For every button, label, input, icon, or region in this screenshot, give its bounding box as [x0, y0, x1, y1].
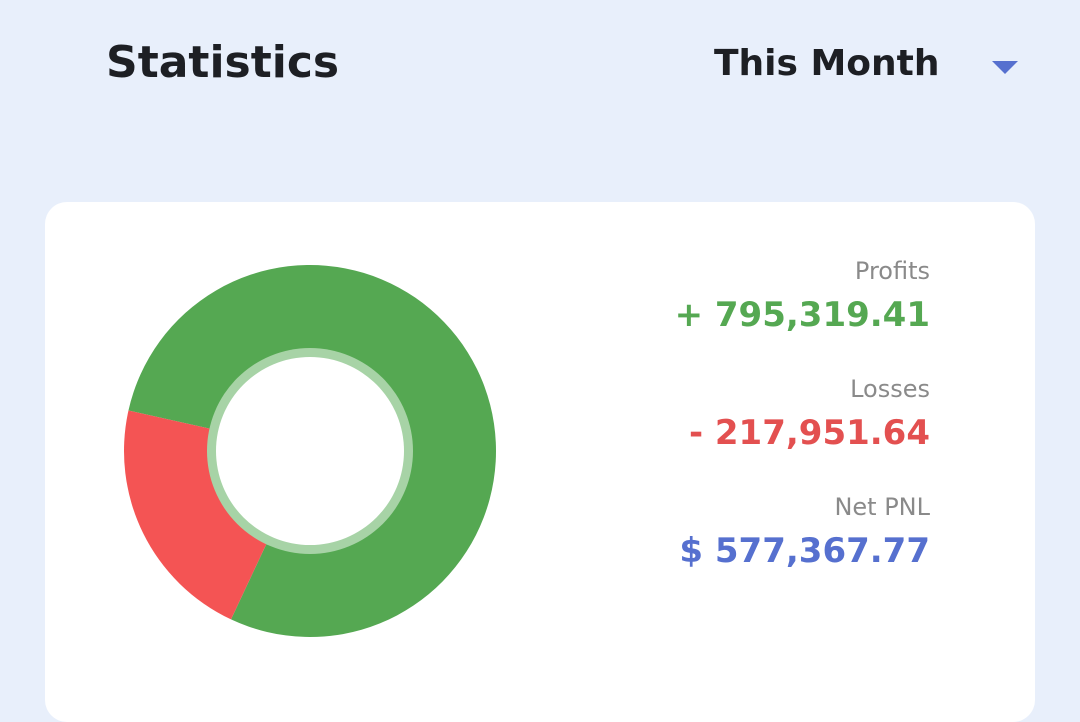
page-title: Statistics [106, 37, 340, 88]
stats-summary: Profits + 795,319.41 Losses - 217,951.64… [675, 254, 930, 608]
net-pnl-value: $ 577,367.77 [679, 531, 930, 571]
profits-stat: Profits + 795,319.41 [675, 254, 930, 342]
net-pnl-label: Net PNL [834, 493, 930, 521]
period-selected-label: This Month [714, 42, 940, 84]
pnl-donut-chart [124, 265, 496, 637]
losses-value: - 217,951.64 [688, 413, 930, 453]
losses-stat: Losses - 217,951.64 [675, 372, 930, 460]
net-pnl-stat: Net PNL $ 577,367.77 [675, 490, 930, 578]
statistics-card: Profits + 795,319.41 Losses - 217,951.64… [45, 202, 1035, 722]
caret-down-icon[interactable] [992, 61, 1018, 74]
period-dropdown[interactable]: This Month [700, 34, 1040, 92]
profits-label: Profits [854, 257, 930, 285]
losses-label: Losses [850, 375, 930, 403]
profits-value: + 795,319.41 [674, 295, 930, 335]
donut-hole [216, 357, 404, 545]
